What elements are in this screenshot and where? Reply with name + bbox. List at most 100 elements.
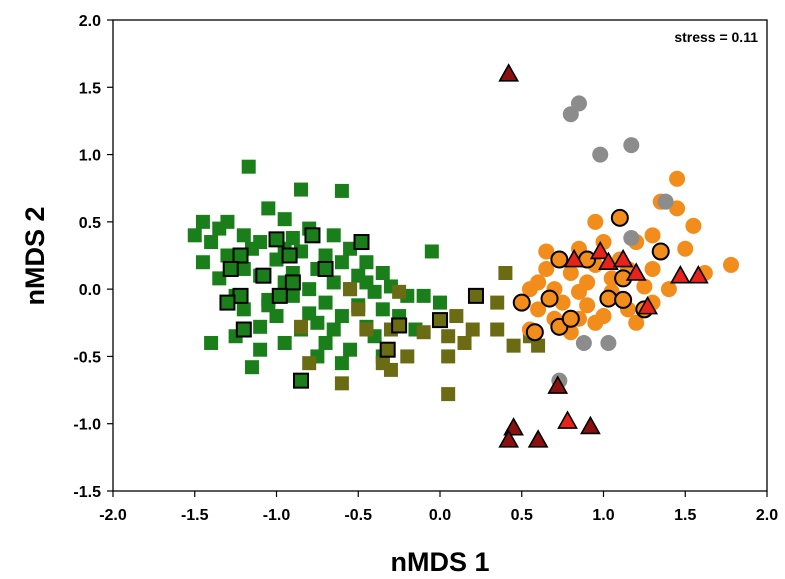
- data-point-triangle: [547, 375, 569, 394]
- data-point-triangle: [637, 296, 659, 315]
- data-point-square: [391, 317, 408, 334]
- data-point-square: [294, 319, 309, 334]
- data-point-square: [236, 302, 251, 317]
- data-point-square: [465, 322, 480, 337]
- data-point-square: [241, 159, 256, 174]
- data-point-circle: [723, 256, 740, 273]
- data-point-circle: [579, 274, 596, 291]
- x-tick-label: 1.0: [592, 507, 614, 524]
- data-point-circle: [592, 146, 609, 163]
- data-point-circle: [554, 294, 571, 311]
- data-point-square: [490, 322, 505, 337]
- data-point-square: [343, 342, 358, 357]
- data-point-square: [326, 228, 341, 243]
- data-point-triangle: [527, 429, 549, 448]
- data-point-square: [212, 221, 227, 236]
- data-point-square: [457, 335, 472, 350]
- data-point-square: [302, 356, 317, 371]
- data-point-square: [375, 265, 390, 280]
- data-points: [187, 63, 740, 448]
- data-point-square: [253, 319, 268, 334]
- data-point-square: [304, 227, 321, 244]
- x-tick-label: 0.5: [511, 507, 533, 524]
- y-tick-label: 1.5: [79, 80, 101, 97]
- data-point-square: [353, 234, 370, 251]
- x-axis: -2.0 -1.5 -1.0 -0.5 0.0 0.5 1.0 1.5 2.0: [99, 491, 778, 524]
- data-point-circle: [561, 309, 580, 328]
- data-point-square: [261, 201, 276, 216]
- data-point-square: [310, 315, 325, 330]
- data-point-circle: [636, 278, 653, 295]
- data-point-square: [506, 338, 521, 353]
- data-point-square: [334, 255, 349, 270]
- data-point-square: [433, 295, 447, 310]
- data-point-square: [351, 302, 366, 317]
- y-tick-label: -1.5: [73, 484, 101, 501]
- x-tick-label: 1.5: [674, 507, 696, 524]
- data-point-square: [285, 288, 300, 303]
- data-point-circle: [587, 213, 604, 230]
- data-point-circle: [521, 281, 538, 298]
- data-point-square: [269, 309, 284, 324]
- data-point-triangle: [612, 248, 634, 268]
- data-point-square: [269, 252, 284, 267]
- x-tick-label: -1.0: [263, 507, 291, 524]
- data-point-circle: [644, 260, 661, 277]
- data-point-square: [416, 325, 431, 340]
- data-point-triangle: [687, 265, 709, 284]
- data-point-square: [343, 282, 358, 297]
- y-tick-label: -1.0: [73, 417, 101, 434]
- data-point-square: [317, 260, 334, 277]
- data-point-square: [302, 282, 317, 297]
- stress-annotation: stress = 0.11: [674, 29, 758, 45]
- x-tick-label: 0.0: [429, 507, 451, 524]
- data-point-square: [334, 376, 349, 391]
- data-point-circle: [538, 243, 555, 260]
- y-tick-label: -0.5: [73, 349, 101, 366]
- data-point-triangle: [669, 265, 691, 284]
- data-point-square: [441, 387, 456, 402]
- x-tick-label: 2.0: [756, 507, 778, 524]
- data-point-circle: [540, 289, 559, 308]
- data-point-square: [424, 244, 439, 259]
- data-point-square: [531, 338, 546, 353]
- data-point-square: [293, 372, 310, 389]
- data-point-circle: [660, 281, 677, 298]
- y-tick-label: 1.0: [79, 148, 101, 165]
- data-point-square: [294, 182, 309, 197]
- data-point-square: [400, 349, 415, 364]
- data-point-circle: [610, 208, 629, 227]
- data-point-triangle: [625, 262, 647, 281]
- data-point-square: [334, 309, 349, 324]
- x-tick-label: -0.5: [344, 507, 372, 524]
- data-point-square: [195, 255, 210, 270]
- data-point-square: [244, 360, 259, 375]
- data-point-square: [498, 265, 513, 280]
- data-point-circle: [600, 334, 617, 351]
- x-tick-label: -2.0: [99, 507, 127, 524]
- data-point-square: [416, 288, 431, 303]
- data-point-square: [236, 228, 251, 243]
- data-point-square: [204, 335, 219, 350]
- data-point-square: [268, 231, 285, 248]
- data-point-circle: [677, 240, 694, 257]
- y-axis-title: nMDS 2: [20, 206, 50, 305]
- data-point-square: [236, 261, 251, 276]
- data-point-square: [277, 212, 292, 227]
- data-point-square: [375, 302, 390, 317]
- data-point-square: [235, 321, 252, 338]
- data-point-square: [222, 260, 239, 277]
- x-axis-title: nMDS 1: [390, 547, 489, 577]
- data-point-triangle: [563, 248, 585, 268]
- data-point-square: [253, 342, 268, 357]
- data-point-square: [204, 235, 219, 250]
- data-point-square: [490, 295, 505, 310]
- data-point-square: [284, 274, 301, 291]
- data-point-circle: [538, 260, 555, 277]
- data-point-square: [326, 322, 341, 337]
- data-point-circle: [614, 290, 633, 309]
- data-point-circle: [550, 250, 569, 269]
- data-point-circle: [525, 323, 544, 342]
- data-point-square: [432, 312, 448, 329]
- data-point-circle: [685, 217, 702, 234]
